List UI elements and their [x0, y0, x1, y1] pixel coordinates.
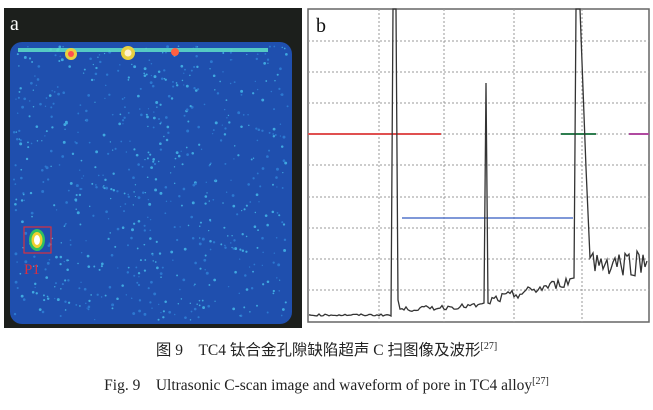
c-scan-image: P1 a — [4, 8, 302, 328]
panel-label-b: b — [316, 15, 326, 37]
hot-spots — [65, 46, 179, 60]
defect-label: P1 — [24, 262, 40, 278]
panel-label-a: a — [10, 13, 19, 35]
defect-box — [23, 226, 52, 254]
caption-zh: 图 9 TC4 钛合金孔隙缺陷超声 C 扫图像及波形[27] — [155, 340, 498, 359]
waveform-trace — [308, 8, 648, 318]
caption-en: Fig. 9 Ultrasonic C-scan image and wavef… — [104, 375, 549, 394]
waveform-plot: b — [307, 8, 650, 323]
scan-area — [10, 42, 292, 324]
